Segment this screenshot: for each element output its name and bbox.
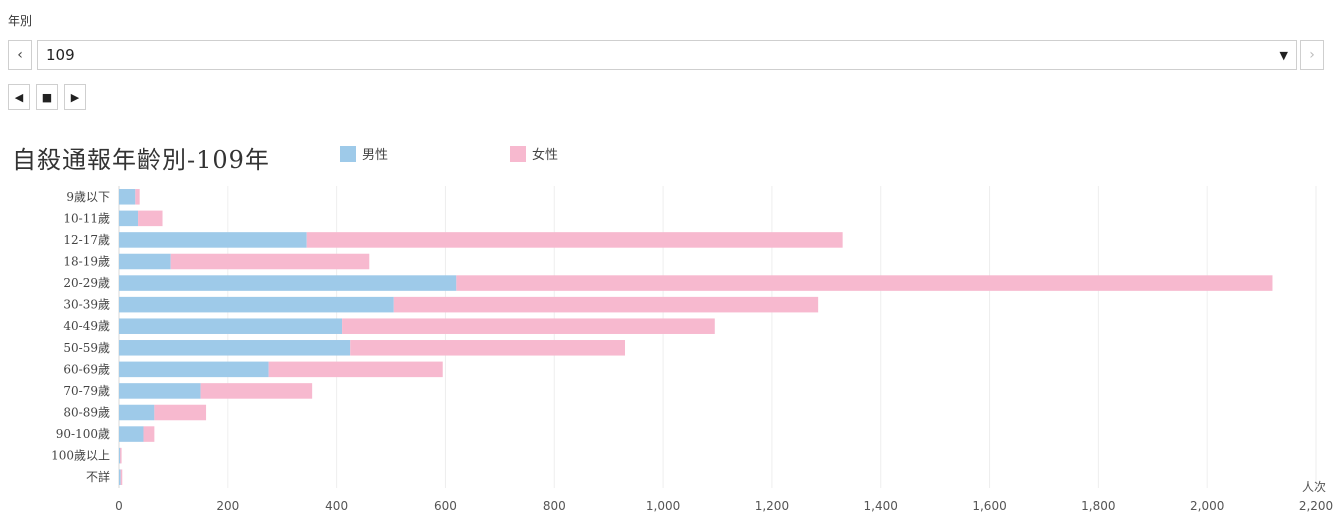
bar-male	[119, 189, 136, 205]
bar-male	[119, 296, 394, 313]
x-tick-label: 1,200	[755, 499, 789, 513]
bar-male	[119, 210, 139, 227]
bar-female	[393, 296, 819, 313]
category-label: 90-100歲	[56, 427, 110, 441]
legend-label-male: 男性	[362, 148, 389, 163]
category-label: 60-69歲	[63, 362, 110, 376]
chevron-right-icon: ›	[1309, 47, 1315, 63]
x-tick-label: 800	[543, 499, 566, 513]
category-label: 10-11歲	[63, 211, 110, 225]
bar-female	[143, 426, 155, 442]
bar-male	[119, 426, 144, 442]
bar-male	[119, 318, 343, 334]
x-tick-label: 1,600	[972, 499, 1006, 513]
category-label: 18-19歲	[63, 255, 110, 269]
previous-button[interactable]: ‹	[8, 40, 32, 70]
play-forward-button[interactable]: ▶	[64, 84, 86, 110]
bar-female	[350, 340, 626, 356]
x-tick-label: 200	[216, 499, 239, 513]
x-tick-label: 400	[325, 499, 348, 513]
category-label: 50-59歲	[63, 341, 110, 355]
bar-female	[306, 232, 843, 248]
bar-female	[154, 404, 207, 421]
x-tick-label: 2,000	[1190, 499, 1224, 513]
chevron-left-icon: ‹	[17, 47, 23, 63]
stop-icon: ■	[41, 90, 53, 104]
category-label: 9歲以下	[66, 190, 110, 204]
x-tick-label: 2,200	[1299, 499, 1333, 513]
category-label: 70-79歲	[63, 384, 110, 398]
legend-label-female: 女性	[532, 148, 559, 163]
play-backward-button[interactable]: ◀	[8, 84, 30, 110]
bar-female	[456, 275, 1273, 291]
bar-male	[119, 361, 269, 378]
x-tick-label: 1,000	[646, 499, 680, 513]
triangle-right-icon: ▶	[70, 90, 80, 104]
bar-female	[120, 447, 122, 464]
category-label: 30-39歲	[63, 298, 110, 312]
bar-male	[119, 340, 351, 356]
legend-swatch-male	[340, 145, 356, 162]
category-label: 100歲以上	[51, 449, 110, 463]
bar-female	[138, 210, 163, 227]
legend-item-male[interactable]: 男性	[340, 144, 388, 163]
caret-down-icon: ▼	[1279, 49, 1288, 62]
bar-female	[268, 361, 443, 378]
legend-item-female[interactable]: 女性	[510, 144, 558, 163]
bar-male	[119, 404, 155, 421]
bar-male	[119, 232, 307, 248]
category-label: 12-17歲	[63, 233, 110, 247]
category-label: 20-29歲	[63, 276, 110, 290]
category-label: 不詳	[86, 469, 110, 484]
x-tick-label: 0	[115, 499, 123, 513]
year-select[interactable]: 109 ▼	[37, 40, 1297, 70]
category-label: 80-89歲	[63, 406, 110, 420]
category-label: 40-49歲	[63, 319, 110, 333]
x-tick-label: 600	[434, 499, 457, 513]
x-axis-title: 人次	[1302, 480, 1326, 494]
bar-male	[119, 383, 201, 399]
next-button[interactable]: ›	[1300, 40, 1324, 70]
bar-female	[342, 318, 715, 334]
bar-female	[135, 189, 140, 205]
bar-male	[119, 253, 171, 270]
year-select-value: 109	[46, 46, 75, 64]
bar-male	[119, 275, 457, 291]
filter-label: 年別	[8, 14, 33, 28]
x-tick-label: 1,400	[864, 499, 898, 513]
stop-button[interactable]: ■	[36, 84, 58, 110]
bar-female	[200, 383, 313, 399]
bar-male	[119, 447, 121, 464]
chart-title: 自殺通報年齡別-109年	[12, 146, 270, 174]
x-tick-label: 1,800	[1081, 499, 1115, 513]
triangle-left-icon: ◀	[14, 90, 24, 104]
bar-male	[119, 469, 121, 485]
bar-female	[170, 253, 370, 270]
legend-swatch-female	[510, 145, 526, 162]
bar-female	[120, 469, 123, 485]
